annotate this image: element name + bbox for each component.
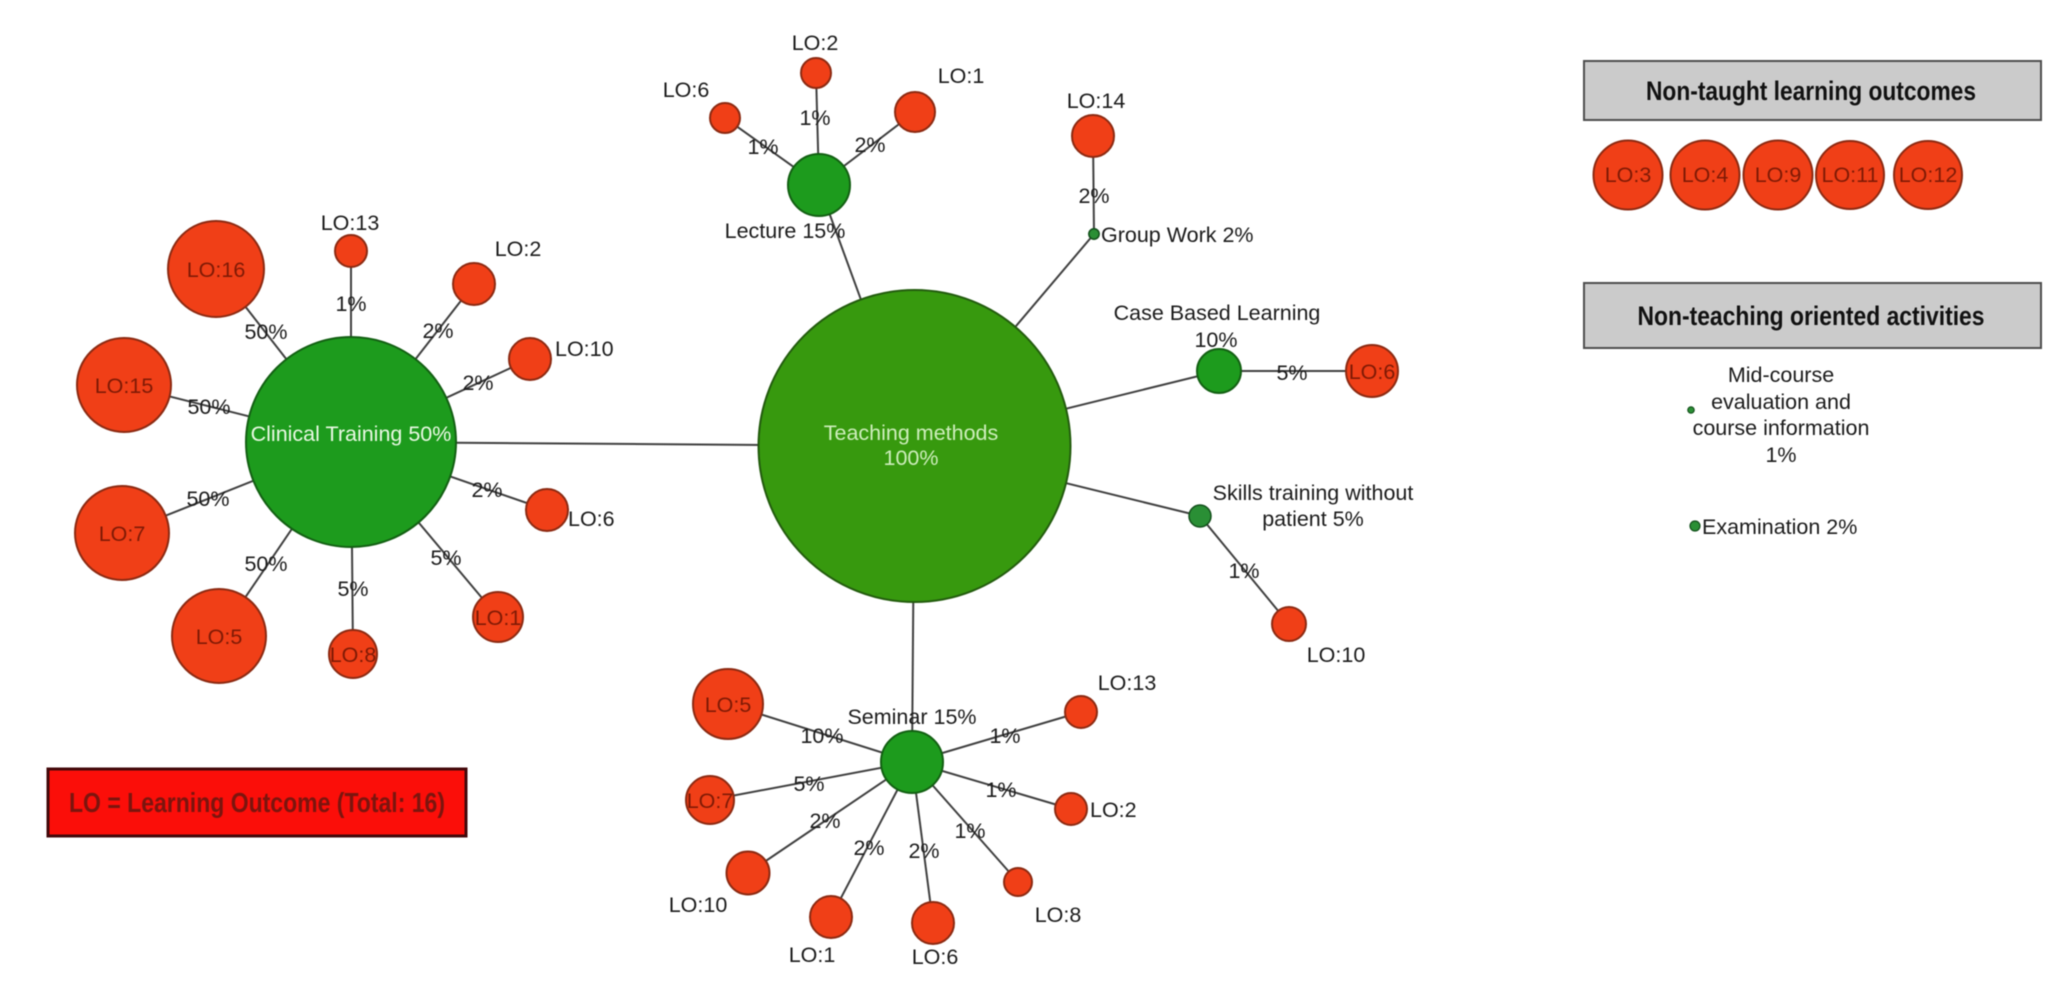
svg-text:Non-teaching oriented activiti: Non-teaching oriented activities — [1638, 301, 1985, 331]
svg-text:Mid-course: Mid-course — [1728, 363, 1834, 387]
svg-text:1%: 1% — [989, 724, 1020, 748]
svg-text:LO:10: LO:10 — [1307, 643, 1366, 667]
svg-text:LO:1: LO:1 — [789, 943, 836, 967]
svg-text:LO:10: LO:10 — [669, 893, 728, 917]
svg-text:1%: 1% — [1765, 443, 1796, 467]
svg-text:50%: 50% — [244, 552, 287, 576]
svg-text:LO:8: LO:8 — [1035, 903, 1082, 927]
svg-text:LO:16: LO:16 — [187, 258, 246, 282]
svg-text:evaluation and: evaluation and — [1711, 390, 1851, 414]
svg-text:LO:1: LO:1 — [475, 606, 522, 630]
svg-text:LO:6: LO:6 — [1349, 360, 1396, 384]
svg-text:LO:13: LO:13 — [1098, 671, 1157, 695]
svg-text:50%: 50% — [244, 320, 287, 344]
svg-text:2%: 2% — [471, 478, 502, 502]
svg-text:1%: 1% — [335, 292, 366, 316]
svg-text:LO:2: LO:2 — [1090, 798, 1137, 822]
svg-text:100%: 100% — [884, 446, 939, 470]
svg-text:2%: 2% — [1078, 184, 1109, 208]
svg-text:LO:9: LO:9 — [1755, 163, 1802, 187]
svg-text:5%: 5% — [430, 546, 461, 570]
svg-text:2%: 2% — [809, 809, 840, 833]
svg-text:LO:6: LO:6 — [663, 78, 710, 102]
svg-text:10%: 10% — [1194, 328, 1237, 352]
svg-text:Case Based Learning: Case Based Learning — [1114, 301, 1321, 325]
svg-text:2%: 2% — [462, 371, 493, 395]
svg-text:1%: 1% — [799, 106, 830, 130]
svg-text:1%: 1% — [985, 778, 1016, 802]
svg-text:Skills training without: Skills training without — [1213, 481, 1414, 505]
svg-text:Non-taught learning outcomes: Non-taught learning outcomes — [1646, 76, 1976, 106]
svg-text:LO:14: LO:14 — [1067, 89, 1126, 113]
svg-text:Teaching methods: Teaching methods — [824, 421, 999, 445]
svg-text:LO:6: LO:6 — [568, 507, 615, 531]
svg-text:LO:7: LO:7 — [687, 789, 734, 813]
svg-text:LO:5: LO:5 — [196, 625, 243, 649]
svg-text:2%: 2% — [908, 839, 939, 863]
svg-text:Lecture 15%: Lecture 15% — [725, 219, 846, 243]
svg-text:2%: 2% — [854, 133, 885, 157]
svg-text:1%: 1% — [747, 135, 778, 159]
svg-text:LO:12: LO:12 — [1899, 163, 1958, 187]
svg-text:LO:10: LO:10 — [555, 337, 614, 361]
svg-text:LO:13: LO:13 — [321, 211, 380, 235]
svg-text:LO:5: LO:5 — [705, 693, 752, 717]
svg-text:1%: 1% — [954, 819, 985, 843]
svg-text:patient 5%: patient 5% — [1262, 507, 1364, 531]
svg-text:2%: 2% — [422, 319, 453, 343]
svg-text:LO:3: LO:3 — [1605, 163, 1652, 187]
svg-text:5%: 5% — [1276, 361, 1307, 385]
svg-text:LO:7: LO:7 — [99, 522, 146, 546]
svg-text:LO:2: LO:2 — [792, 31, 839, 55]
svg-text:LO:8: LO:8 — [330, 643, 377, 667]
svg-text:Examination 2%: Examination 2% — [1702, 515, 1857, 539]
svg-text:Seminar 15%: Seminar 15% — [847, 705, 976, 729]
svg-text:5%: 5% — [793, 772, 824, 796]
svg-text:1%: 1% — [1228, 559, 1259, 583]
svg-text:LO = Learning Outcome (Total:: LO = Learning Outcome (Total: 16) — [69, 787, 445, 818]
svg-text:Group Work 2%: Group Work 2% — [1101, 223, 1254, 247]
svg-text:LO:2: LO:2 — [495, 237, 542, 261]
svg-text:LO:6: LO:6 — [912, 945, 959, 969]
svg-text:LO:15: LO:15 — [95, 374, 154, 398]
svg-text:LO:11: LO:11 — [1822, 163, 1879, 187]
svg-text:Clinical Training 50%: Clinical Training 50% — [251, 422, 452, 446]
svg-text:LO:1: LO:1 — [938, 64, 985, 88]
svg-text:5%: 5% — [337, 577, 368, 601]
svg-text:2%: 2% — [853, 836, 884, 860]
svg-text:10%: 10% — [800, 724, 843, 748]
svg-text:50%: 50% — [187, 395, 230, 419]
svg-text:course information: course information — [1693, 416, 1870, 440]
svg-text:LO:4: LO:4 — [1682, 163, 1729, 187]
svg-text:50%: 50% — [186, 487, 229, 511]
